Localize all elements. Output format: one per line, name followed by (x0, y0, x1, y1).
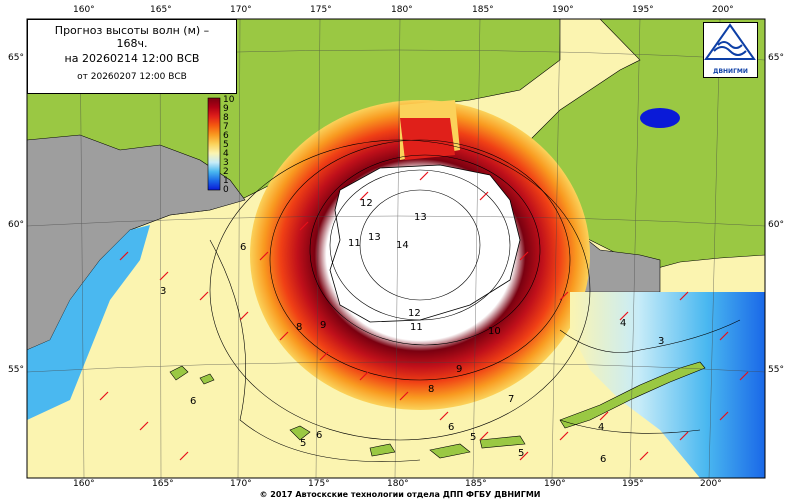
contour-label: 5 (300, 438, 306, 449)
contour-label: 13 (368, 232, 381, 243)
storm-white-core (329, 164, 521, 323)
contour-label: 11 (348, 238, 361, 249)
contour-label: 11 (410, 322, 423, 333)
contour-label: 12 (360, 198, 373, 209)
lon-label-bottom: 175° (308, 479, 330, 489)
title-valid-time: на 20260214 12:00 ВСВ (64, 52, 200, 65)
contour-label: 13 (414, 212, 427, 223)
contour-label: 6 (448, 422, 454, 433)
contour-label: 6 (240, 242, 246, 253)
lon-label-top: 160° (73, 5, 95, 15)
contour-label: 4 (620, 318, 626, 329)
scale-label: 2 (223, 167, 229, 177)
logo-text: ДВНИГМИ (713, 68, 748, 75)
wave-direction-arrows (99, 171, 749, 461)
contour-label: 6 (190, 396, 196, 407)
color-scale-bar (207, 97, 221, 191)
lat-label-right: 60° (768, 220, 784, 230)
contour-label: 14 (396, 240, 409, 251)
lon-label-top: 180° (391, 5, 413, 15)
copyright-footer: © 2017 Автоскские технологии отдела ДПП … (259, 490, 541, 499)
lake-blue (640, 108, 680, 128)
scale-label: 3 (223, 158, 229, 168)
contour-label: 5 (518, 448, 524, 459)
lon-label-top: 170° (230, 5, 252, 15)
lat-label-left: 60° (8, 220, 24, 230)
lon-label-bottom: 200° (700, 479, 722, 489)
map-border (26, 18, 766, 479)
lat-label-left: 65° (8, 53, 24, 63)
contour-label: 8 (428, 384, 434, 395)
lat-label-right: 55° (768, 365, 784, 375)
scale-label: 4 (223, 149, 229, 159)
scale-label: 10 (223, 95, 235, 105)
contour-label: 10 (488, 326, 501, 337)
contour-label: 4 (598, 422, 604, 433)
storm-north-arm-red (400, 118, 455, 160)
logo-wave-icon (704, 23, 756, 60)
forecast-title-box: Прогноз высоты волн (м) – 168ч. на 20260… (27, 19, 237, 94)
contour-label: 6 (600, 454, 606, 465)
aleutian-islands (289, 361, 706, 459)
lon-label-top: 185° (472, 5, 494, 15)
title-lead-time: 168ч. (116, 37, 148, 50)
lon-label-top: 175° (310, 5, 332, 15)
lat-label-right: 65° (768, 53, 784, 63)
east-low-wave-area (570, 292, 765, 478)
lon-label-bottom: 180° (387, 479, 409, 489)
lon-label-bottom: 195° (622, 479, 644, 489)
scale-label: 6 (223, 131, 229, 141)
contour-label: 3 (160, 286, 166, 297)
title-base-time: от 20260207 12:00 ВСВ (77, 72, 187, 82)
lon-label-bottom: 160° (73, 479, 95, 489)
scale-label: 0 (223, 185, 229, 195)
west-coastal-low-wave (27, 225, 150, 420)
contour-label: 9 (320, 320, 326, 331)
lon-label-bottom: 190° (544, 479, 566, 489)
contour-label: 8 (296, 322, 302, 333)
contour-label: 3 (658, 336, 664, 347)
lon-label-bottom: 165° (152, 479, 174, 489)
contour-label: 5 (470, 432, 476, 443)
lon-label-bottom: 170° (230, 479, 252, 489)
contour-label: 9 (456, 364, 462, 375)
contour-lines (209, 139, 741, 462)
scale-label: 8 (223, 113, 229, 123)
lon-label-top: 195° (632, 5, 654, 15)
lon-label-bottom: 185° (465, 479, 487, 489)
commander-islands (169, 365, 215, 385)
contour-label: 6 (316, 430, 322, 441)
scale-label: 1 (223, 176, 229, 186)
contour-label: 12 (408, 308, 421, 319)
lon-label-top: 190° (552, 5, 574, 15)
lat-label-left: 55° (8, 365, 24, 375)
title-heading: Прогноз высоты волн (м) – (54, 24, 210, 37)
lon-label-top: 200° (712, 5, 734, 15)
scale-label: 9 (223, 104, 229, 114)
contour-labels: 14 13 13 12 12 11 11 10 9 9 8 8 7 6 6 6 … (160, 198, 664, 465)
dvnigmi-logo: ДВНИГМИ (703, 22, 758, 78)
scale-label: 5 (223, 140, 229, 150)
scale-label: 7 (223, 122, 229, 132)
contour-label: 7 (508, 394, 514, 405)
lon-label-top: 165° (150, 5, 172, 15)
